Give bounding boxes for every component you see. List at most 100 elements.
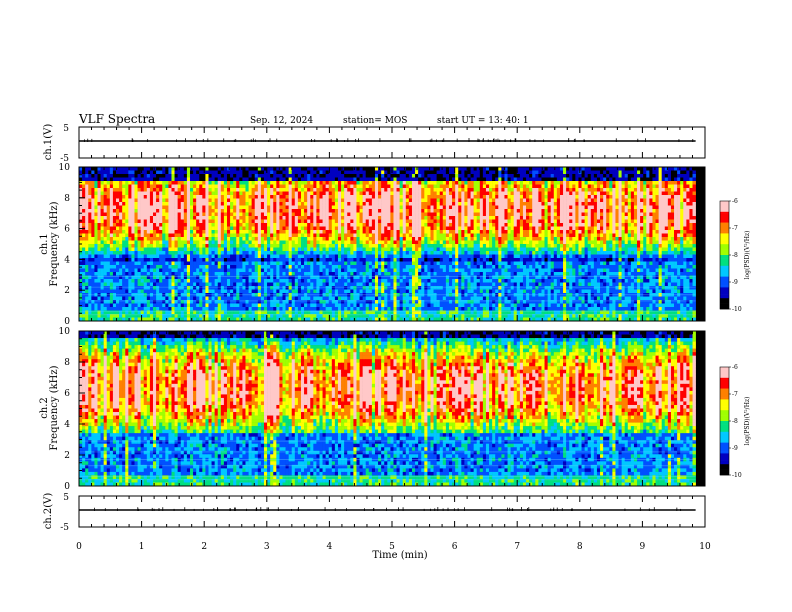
spectrogram-cell xyxy=(495,181,498,185)
spectrogram-cell xyxy=(455,199,458,203)
spectrogram-cell xyxy=(313,192,316,196)
spectrogram-cell xyxy=(427,223,430,227)
spectrogram-cell xyxy=(125,244,128,248)
spectrogram-cell xyxy=(578,230,581,234)
spectrogram-cell xyxy=(529,199,532,203)
spectrogram-cell xyxy=(511,237,514,241)
spectrogram-cell xyxy=(668,174,671,178)
spectrogram-cell xyxy=(427,237,430,241)
spectrogram-cell xyxy=(418,192,421,196)
spectrogram-cell xyxy=(98,237,101,241)
spectrogram-cell xyxy=(403,206,406,210)
spectrogram-cell xyxy=(498,185,501,189)
spectrogram-cell xyxy=(532,237,535,241)
spectrogram-cell xyxy=(606,244,609,248)
spectrogram-cell xyxy=(455,216,458,220)
spectrogram-cell xyxy=(582,174,585,178)
spectrogram-cell xyxy=(196,209,199,213)
spectrogram-cell xyxy=(427,241,430,245)
spectrogram-cell xyxy=(165,234,168,238)
spectrogram-cell xyxy=(338,202,341,206)
spectrogram-cell xyxy=(668,171,671,175)
spectrogram-cell xyxy=(199,216,202,220)
spectrogram-cell xyxy=(350,167,353,171)
spectrogram-cell xyxy=(631,216,634,220)
spectrogram-cell xyxy=(390,178,393,182)
spectrogram-cell xyxy=(326,248,329,252)
spectrogram-cell xyxy=(249,234,252,238)
spectrogram-cell xyxy=(332,248,335,252)
spectrogram-cell xyxy=(208,192,211,196)
spectrogram-cell xyxy=(622,216,625,220)
spectrogram-cell xyxy=(508,230,511,234)
spectrogram-cell xyxy=(344,206,347,210)
spectrogram-cell xyxy=(409,227,412,231)
spectrogram-cell xyxy=(181,188,184,192)
spectrogram-cell xyxy=(347,181,350,185)
spectrogram-cell xyxy=(446,195,449,199)
spectrogram-cell xyxy=(523,216,526,220)
spectrogram-cell xyxy=(582,213,585,217)
spectrogram-cell xyxy=(267,199,270,203)
spectrogram-cell xyxy=(486,199,489,203)
spectrogram-cell xyxy=(184,248,187,252)
spectrogram-cell xyxy=(190,227,193,231)
spectrogram-cell xyxy=(332,244,335,248)
spectrogram-cell xyxy=(504,227,507,231)
spectrogram-cell xyxy=(409,178,412,182)
spectrogram-cell xyxy=(446,209,449,213)
spectrogram-cell xyxy=(674,195,677,199)
spectrogram-cell xyxy=(437,171,440,175)
spectrogram-cell xyxy=(659,230,662,234)
spectrogram-cell xyxy=(125,188,128,192)
spectrogram-cell xyxy=(295,227,298,231)
spectrogram-cell xyxy=(292,230,295,234)
spectrogram-cell xyxy=(270,248,273,252)
spectrogram-cell xyxy=(286,213,289,217)
spectrogram-cell xyxy=(369,181,372,185)
spectrogram-cell xyxy=(366,237,369,241)
spectrogram-cell xyxy=(350,199,353,203)
spectrogram-cell xyxy=(153,216,156,220)
spectrogram-cell xyxy=(171,202,174,206)
spectrogram-cell xyxy=(495,199,498,203)
spectrogram-cell xyxy=(582,216,585,220)
spectrogram-cell xyxy=(104,220,107,224)
spectrogram-cell xyxy=(138,195,141,199)
spectrogram-cell xyxy=(443,192,446,196)
spectrogram-cell xyxy=(437,206,440,210)
spectrogram-cell xyxy=(495,230,498,234)
spectrogram-cell xyxy=(353,178,356,182)
spectrogram-cell xyxy=(344,223,347,227)
spectrogram-cell xyxy=(686,234,689,238)
spectrogram-cell xyxy=(406,178,409,182)
spectrogram-cell xyxy=(335,216,338,220)
spectrogram-cell xyxy=(175,181,178,185)
spectrogram-cell xyxy=(193,188,196,192)
spectrogram-cell xyxy=(289,220,292,224)
spectrogram-cell xyxy=(625,244,628,248)
spectrogram-cell xyxy=(603,241,606,245)
spectrogram-cell xyxy=(409,248,412,252)
spectrogram-cell xyxy=(421,248,424,252)
spectrogram-cell xyxy=(202,248,205,252)
spectrogram-cell xyxy=(116,241,119,245)
spectrogram-cell xyxy=(338,227,341,231)
spectrogram-cell xyxy=(514,237,517,241)
spectrogram-cell xyxy=(504,178,507,182)
spectrogram-cell xyxy=(686,237,689,241)
spectrogram-cell xyxy=(116,178,119,182)
spectrogram-cell xyxy=(403,192,406,196)
spectrogram-cell xyxy=(434,227,437,231)
spectrogram-cell xyxy=(526,234,529,238)
spectrogram-cell xyxy=(215,209,218,213)
spectrogram-cell xyxy=(150,171,153,175)
spectrogram-cell xyxy=(427,171,430,175)
spectrogram-cell xyxy=(218,213,221,217)
spectrogram-cell xyxy=(467,185,470,189)
spectrogram-cell xyxy=(360,213,363,217)
spectrogram-cell xyxy=(107,188,110,192)
spectrogram-cell xyxy=(113,195,116,199)
spectrogram-cell xyxy=(458,174,461,178)
spectrogram-cell xyxy=(273,241,276,245)
